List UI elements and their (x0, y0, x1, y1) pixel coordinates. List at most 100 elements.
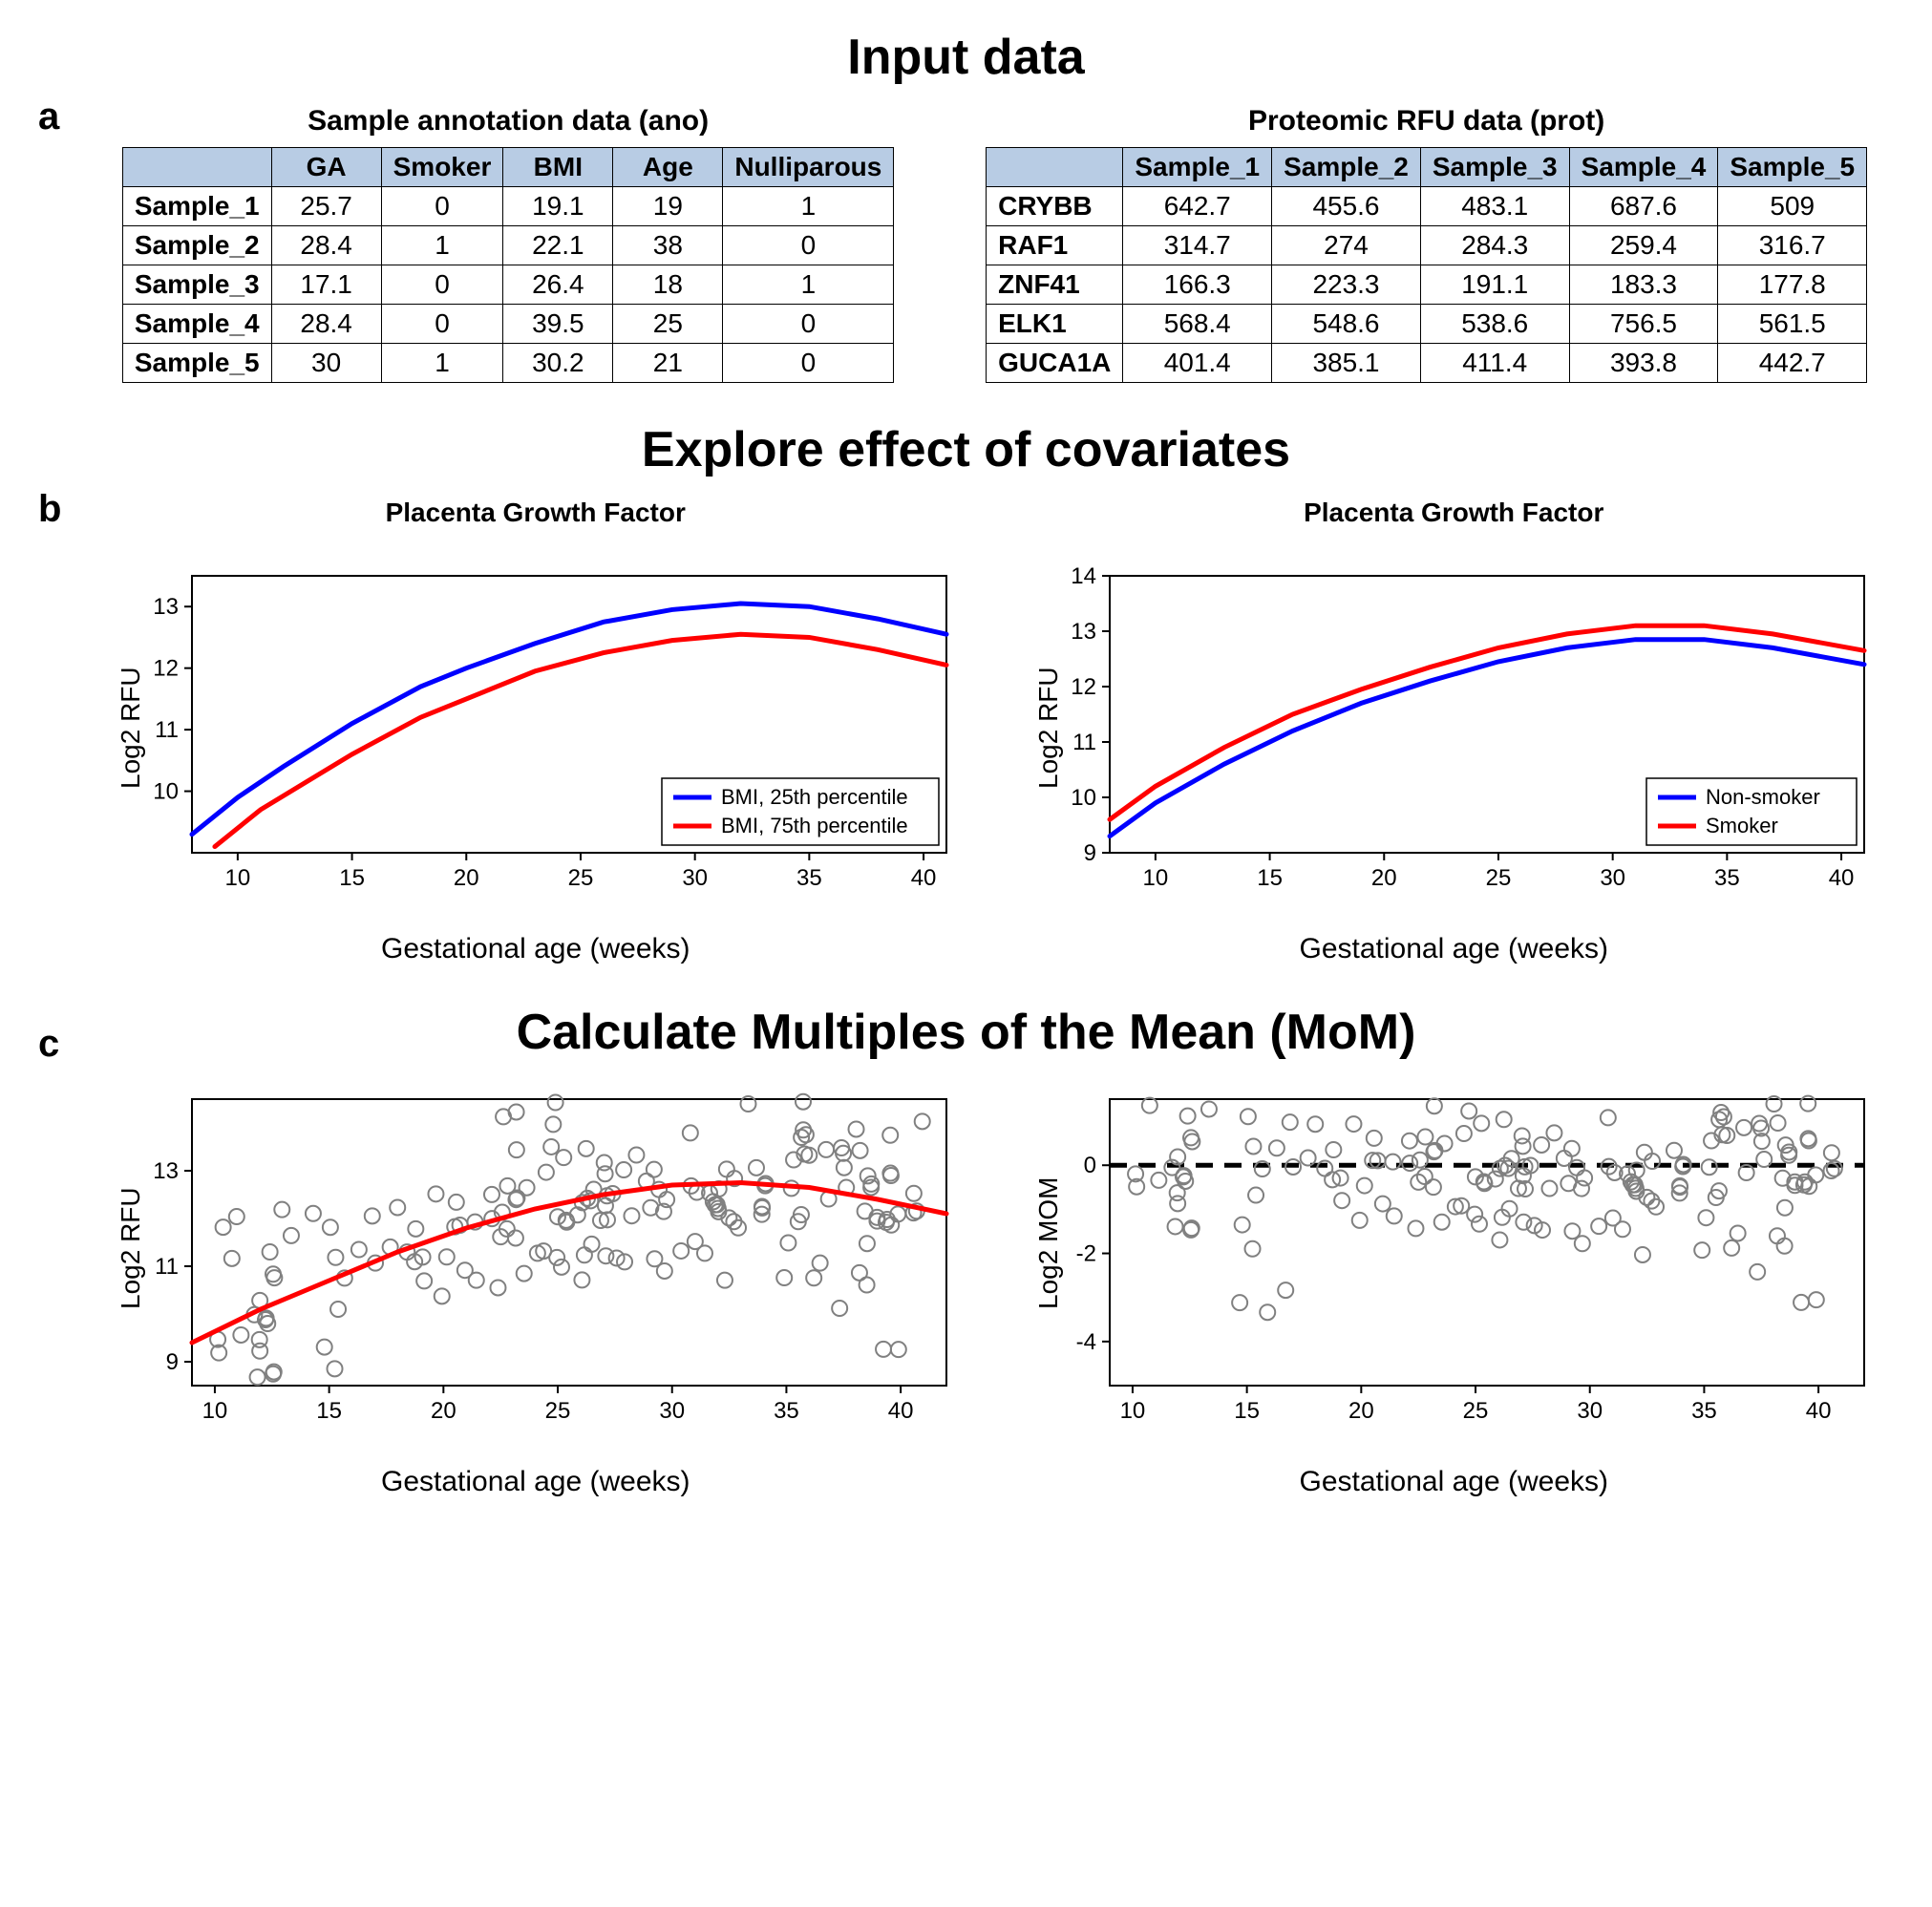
svg-text:9: 9 (1084, 840, 1096, 866)
table-cell: 18 (613, 265, 723, 305)
table-cell: 0 (381, 187, 503, 226)
svg-text:25: 25 (567, 865, 593, 891)
table-col-header: Sample_2 (1272, 148, 1421, 187)
table-cell: 177.8 (1718, 265, 1867, 305)
svg-text:10: 10 (224, 865, 250, 891)
svg-text:20: 20 (1371, 865, 1397, 891)
table-cell: 17.1 (271, 265, 381, 305)
svg-text:10: 10 (1072, 785, 1097, 811)
svg-text:35: 35 (1714, 865, 1740, 891)
table-row-header: ZNF41 (987, 265, 1123, 305)
table-cell: 687.6 (1569, 187, 1718, 226)
svg-text:35: 35 (774, 1398, 799, 1424)
svg-text:40: 40 (1806, 1398, 1832, 1424)
table-cell: 314.7 (1123, 226, 1272, 265)
table-col-header: Age (613, 148, 723, 187)
table-cell: 223.3 (1272, 265, 1421, 305)
table-cell: 1 (723, 187, 894, 226)
svg-text:25: 25 (1486, 865, 1512, 891)
table-cell: 28.4 (271, 305, 381, 344)
svg-text:30: 30 (682, 865, 708, 891)
table-cell: 1 (723, 265, 894, 305)
table-col-header: GA (271, 148, 381, 187)
table-row-header: CRYBB (987, 187, 1123, 226)
chart-title: Placenta Growth Factor (1024, 498, 1883, 528)
svg-text:11: 11 (1072, 730, 1096, 755)
table-cell: 1 (381, 344, 503, 383)
table-cell: 0 (723, 226, 894, 265)
table-cell: 30.2 (503, 344, 613, 383)
svg-text:13: 13 (153, 594, 179, 620)
svg-text:20: 20 (454, 865, 479, 891)
x-axis-label: Gestational age (weeks) (1024, 933, 1883, 965)
svg-text:15: 15 (1257, 865, 1283, 891)
table-col-header: Sample_5 (1718, 148, 1867, 187)
table-col-header: Sample_1 (1123, 148, 1272, 187)
svg-text:40: 40 (1829, 865, 1855, 891)
table-cell: 25 (613, 305, 723, 344)
svg-text:40: 40 (888, 1398, 914, 1424)
y-axis-label: Log2 MOM (1033, 1177, 1064, 1310)
table-cell: 316.7 (1718, 226, 1867, 265)
svg-text:11: 11 (155, 717, 179, 743)
y-axis-label: Log2 RFU (1033, 667, 1064, 789)
table-cell: 756.5 (1569, 305, 1718, 344)
svg-text:14: 14 (1072, 563, 1097, 589)
table-cell: 19.1 (503, 187, 613, 226)
svg-text:13: 13 (1072, 619, 1097, 645)
svg-text:12: 12 (1072, 674, 1097, 700)
table-ano-block: Sample annotation data (ano) GASmokerBMI… (122, 105, 894, 383)
chart-b2: Placenta Growth Factor101520253035409101… (1024, 498, 1883, 965)
table-cell: 548.6 (1272, 305, 1421, 344)
svg-text:0: 0 (1084, 1153, 1096, 1178)
y-axis-label: Log2 RFU (116, 1187, 146, 1309)
section-b-title: Explore effect of covariates (19, 421, 1913, 478)
y-axis-label: Log2 RFU (116, 667, 146, 789)
table-row-header: Sample_1 (122, 187, 271, 226)
table-ano-caption: Sample annotation data (ano) (122, 105, 894, 138)
chart-c1: 1015202530354091113Log2 RFUGestational a… (106, 1080, 966, 1498)
x-axis-label: Gestational age (weeks) (106, 933, 966, 965)
svg-text:20: 20 (1348, 1398, 1374, 1424)
table-cell: 19 (613, 187, 723, 226)
panel-label-a: a (38, 95, 59, 138)
svg-text:10: 10 (153, 779, 179, 805)
table-cell: 568.4 (1123, 305, 1272, 344)
x-axis-label: Gestational age (weeks) (1024, 1466, 1883, 1498)
svg-text:12: 12 (153, 656, 179, 682)
table-cell: 538.6 (1420, 305, 1569, 344)
table-cell: 561.5 (1718, 305, 1867, 344)
table-col-header: Smoker (381, 148, 503, 187)
svg-text:40: 40 (910, 865, 936, 891)
table-cell: 509 (1718, 187, 1867, 226)
section-c-title: Calculate Multiples of the Mean (MoM) (19, 1004, 1913, 1061)
svg-text:BMI, 75th percentile: BMI, 75th percentile (721, 814, 908, 837)
chart-svg: 10152025303540-4-20 (1024, 1080, 1883, 1462)
panel-label-b: b (38, 488, 61, 531)
chart-title: Placenta Growth Factor (106, 498, 966, 528)
svg-text:-2: -2 (1076, 1241, 1096, 1267)
svg-text:30: 30 (1578, 1398, 1603, 1424)
table-col-header: Nulliparous (723, 148, 894, 187)
table-cell: 21 (613, 344, 723, 383)
svg-text:Smoker: Smoker (1706, 814, 1778, 837)
svg-text:10: 10 (202, 1398, 227, 1424)
table-cell: 1 (381, 226, 503, 265)
table-cell: 25.7 (271, 187, 381, 226)
svg-text:25: 25 (544, 1398, 570, 1424)
table-cell: 284.3 (1420, 226, 1569, 265)
table-row-header: Sample_5 (122, 344, 271, 383)
table-cell: 0 (723, 305, 894, 344)
chart-svg: 1015202530354091113 (106, 1080, 966, 1462)
svg-text:BMI, 25th percentile: BMI, 25th percentile (721, 785, 908, 809)
x-axis-label: Gestational age (weeks) (106, 1466, 966, 1498)
table-row-header: RAF1 (987, 226, 1123, 265)
table-prot-block: Proteomic RFU data (prot) Sample_1Sample… (986, 105, 1867, 383)
svg-text:35: 35 (796, 865, 822, 891)
table-cell: 274 (1272, 226, 1421, 265)
chart-svg: 10 15 20 25 30 35 40 10 11 12 13 BMI, 25th percenti… (106, 528, 966, 929)
chart-svg: 1015202530354091011121314Non-smokerSmoke… (1024, 528, 1883, 929)
table-cell: 0 (381, 305, 503, 344)
svg-text:9: 9 (165, 1349, 178, 1375)
svg-text:15: 15 (339, 865, 365, 891)
